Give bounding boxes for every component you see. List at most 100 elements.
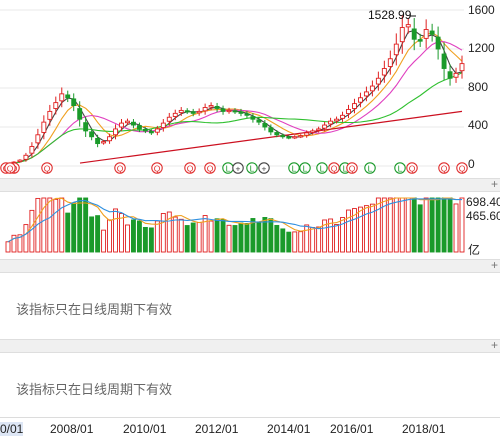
volume-bar xyxy=(238,222,244,253)
price-tick-400: 400 xyxy=(468,118,489,132)
volume-bar xyxy=(196,222,202,253)
volume-bar xyxy=(101,229,107,253)
candle-body xyxy=(47,110,53,120)
volume-bar xyxy=(184,225,190,253)
candle-body xyxy=(166,116,172,122)
volume-average-line xyxy=(7,197,462,243)
add-icon[interactable]: + xyxy=(490,258,498,272)
volume-bar xyxy=(53,198,59,253)
volume-bar xyxy=(59,197,65,253)
candle-body xyxy=(196,110,202,114)
volume-bar xyxy=(411,197,417,253)
event-marker xyxy=(328,162,340,174)
candle-body xyxy=(53,102,59,109)
volume-bar xyxy=(369,203,375,253)
candle-body xyxy=(411,28,417,40)
panel-divider[interactable]: + xyxy=(0,177,500,192)
volume-bar xyxy=(166,211,172,253)
event-marker-label: Q xyxy=(117,164,124,174)
candle-body xyxy=(405,24,411,28)
volume-bar xyxy=(71,202,77,253)
volume-bar xyxy=(65,212,71,253)
x-label-2010: 2010/01 xyxy=(123,422,167,436)
candle-body xyxy=(160,122,166,128)
candle-body xyxy=(101,141,107,144)
candle-body xyxy=(435,36,441,50)
volume-bar xyxy=(435,197,441,253)
panel-divider[interactable]: + xyxy=(0,338,500,353)
candle-body xyxy=(459,63,465,72)
event-marker-label: L xyxy=(303,164,308,174)
candle-body xyxy=(220,108,226,112)
event-marker xyxy=(4,162,16,174)
volume-bar xyxy=(310,226,316,253)
volume-bar xyxy=(286,231,292,253)
volume-bar xyxy=(304,224,310,253)
candle-body xyxy=(130,121,136,126)
candle-body xyxy=(328,120,334,125)
candle-body xyxy=(334,118,340,122)
candle-body xyxy=(369,85,375,92)
volume-bar xyxy=(405,197,411,253)
add-icon[interactable]: + xyxy=(490,338,498,352)
volume-bar xyxy=(447,197,453,253)
candle-body xyxy=(447,71,453,79)
candle-body xyxy=(154,128,160,133)
event-marker-label: L xyxy=(398,164,403,174)
candle-body xyxy=(232,110,238,113)
event-marker-label: Q xyxy=(44,164,51,174)
candle-body xyxy=(113,128,118,136)
volume-chart[interactable] xyxy=(0,192,500,258)
event-marker xyxy=(184,162,196,174)
volume-bar xyxy=(154,220,160,253)
candle-body xyxy=(292,136,298,139)
event-marker-label: Q xyxy=(349,164,356,174)
volume-bar xyxy=(77,197,83,253)
x-label-2016: 2016/01 xyxy=(330,422,374,436)
volume-bar xyxy=(83,197,89,253)
candle-body xyxy=(148,131,154,134)
candle-body xyxy=(357,97,363,103)
volume-bar xyxy=(417,204,423,253)
axis-separator xyxy=(0,417,500,418)
volume-bar xyxy=(41,197,47,253)
volume-bar xyxy=(423,197,429,253)
volume-bar xyxy=(214,218,220,253)
event-marker-label: Q xyxy=(187,164,194,174)
volume-bar xyxy=(142,226,148,253)
x-label-2018: 2018/01 xyxy=(402,422,446,436)
candle-body xyxy=(184,110,190,113)
candle-body xyxy=(59,93,65,102)
event-marker-label: L xyxy=(226,164,231,174)
volume-bar xyxy=(23,224,29,253)
candle-body xyxy=(65,94,71,99)
candle-body xyxy=(244,113,250,116)
volume-bar xyxy=(292,231,298,253)
candle-body xyxy=(298,135,304,138)
candle-body xyxy=(423,29,429,39)
add-icon[interactable]: + xyxy=(490,177,498,191)
x-label-partial: 0/01 xyxy=(0,422,24,436)
candle-body xyxy=(95,137,101,145)
candle-body xyxy=(136,125,142,130)
candle-body xyxy=(214,105,220,109)
volume-bar xyxy=(5,241,11,253)
panel-divider[interactable]: + xyxy=(0,258,500,273)
volume-bar xyxy=(375,197,381,253)
indicator-notice: 该指标只在日线周期下有效 xyxy=(16,303,173,318)
candle-body xyxy=(77,108,83,120)
candle-body xyxy=(387,58,393,67)
moving-average-line xyxy=(7,72,463,165)
volume-bar xyxy=(322,219,328,253)
candle-body xyxy=(202,107,208,112)
volume-bar xyxy=(441,197,447,253)
event-marker-label: Q xyxy=(441,164,448,174)
volume-bar xyxy=(459,197,465,253)
volume-bar xyxy=(256,221,262,253)
event-marker xyxy=(299,162,311,174)
volume-tick-465: 465.60 xyxy=(466,209,500,223)
volume-bar xyxy=(125,224,130,253)
volume-bar xyxy=(346,209,351,253)
candle-body xyxy=(417,39,423,42)
